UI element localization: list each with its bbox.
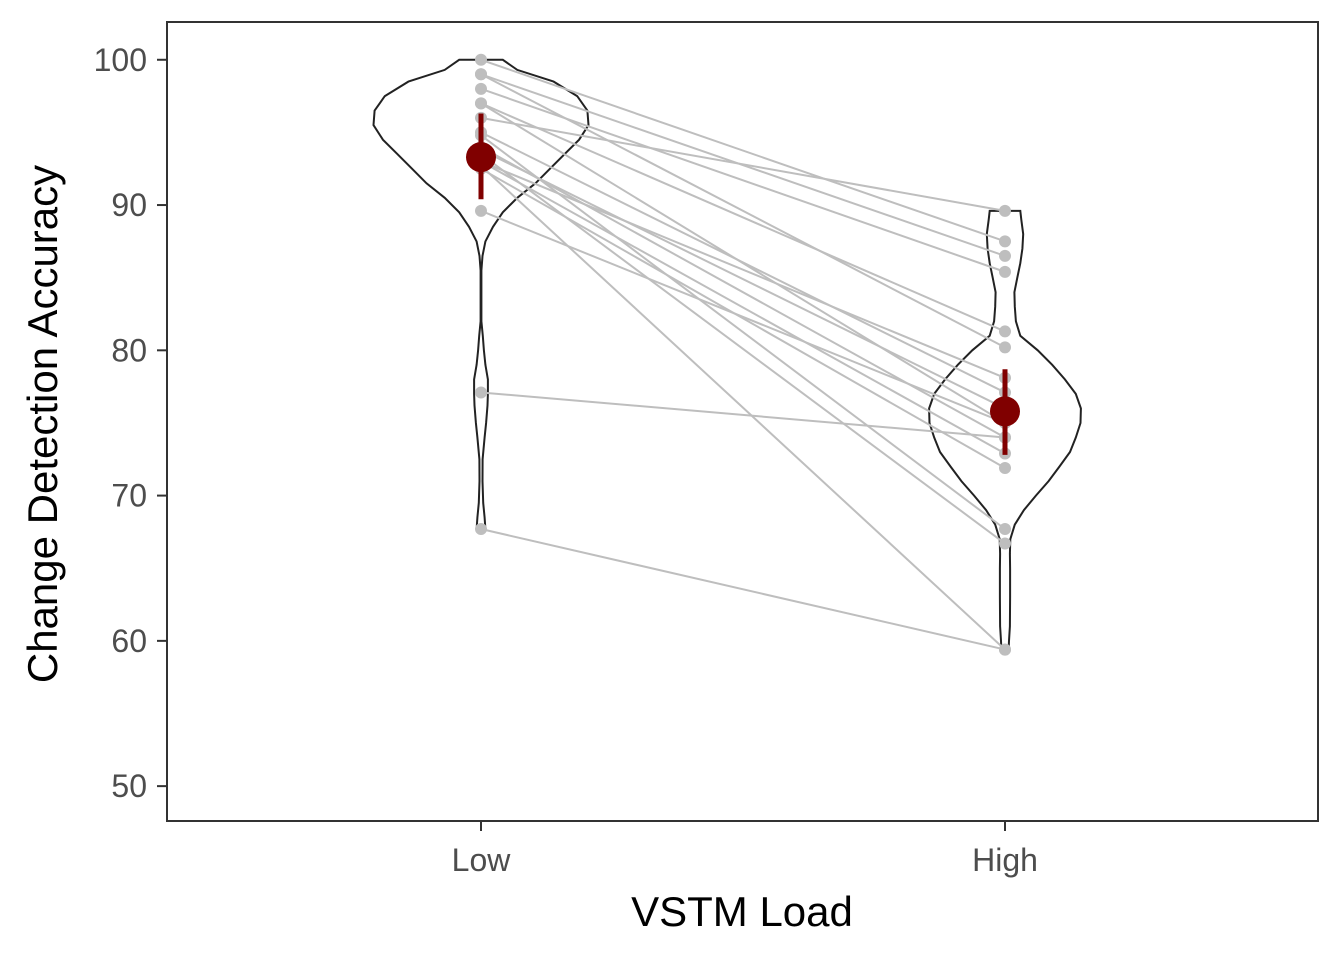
paired-line [480,148,1006,410]
x-tick-label: Low [452,842,512,878]
y-tick-label: 80 [111,332,147,368]
data-point-high [999,643,1011,656]
data-point-low [475,68,487,81]
y-tick-label: 70 [111,478,147,514]
y-tick-label: 50 [111,768,147,804]
paired-line [480,160,1006,455]
panel-border [166,21,1319,822]
x-axis-title: VSTM Load [631,888,853,935]
paired-line [480,102,1006,333]
data-point-low [475,386,487,399]
y-axis: 50 60 70 80 90 100 [94,42,167,804]
mean-point-high [990,396,1020,427]
data-point-high [999,523,1011,536]
y-axis-title: Change Detection Accuracy [19,165,66,683]
paired-line [480,528,1006,651]
data-point-high [999,204,1011,217]
points-layer [475,53,1011,656]
mean-point-low [466,142,496,173]
summary-layer [466,113,1020,455]
y-tick-label: 60 [111,623,147,659]
data-point-low [475,523,487,536]
paired-line [480,131,1006,394]
paired-lines-layer [480,58,1006,651]
data-point-low [475,82,487,95]
data-point-low [475,97,487,110]
data-point-high [999,235,1011,248]
y-tick-label: 90 [111,187,147,223]
paired-line [480,209,1006,424]
data-point-high [999,461,1011,474]
paired-line [480,391,1006,439]
paired-line [480,146,1006,439]
data-point-high [999,537,1011,550]
violin-high [928,209,1082,651]
data-point-low [475,204,487,217]
paired-line [480,160,1006,379]
paired-line [480,116,1006,212]
x-tick-label: High [972,842,1038,878]
paired-line [480,167,1006,469]
paired-line [480,87,1006,273]
paired-line [480,134,1006,530]
violin-low [372,58,590,530]
x-axis: Low High [452,821,1038,878]
data-point-low [475,53,487,66]
data-point-high [999,341,1011,354]
data-point-high [999,249,1011,262]
y-tick-label: 100 [94,42,147,78]
paired-line [480,58,1006,243]
data-point-high [999,265,1011,278]
violin-layer [372,58,1082,651]
data-point-high [999,325,1011,338]
